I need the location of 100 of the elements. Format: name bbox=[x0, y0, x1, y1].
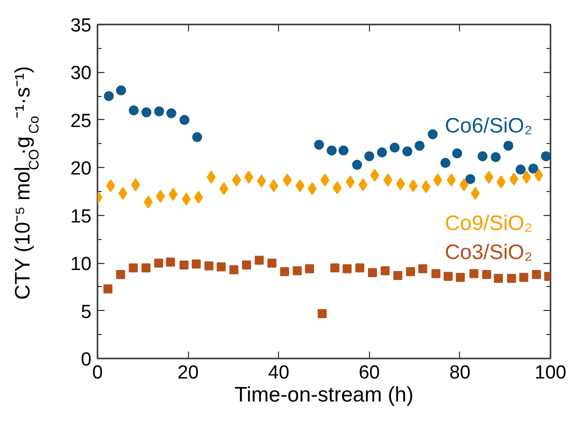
point bbox=[465, 174, 476, 184]
point bbox=[244, 170, 254, 184]
point bbox=[308, 182, 317, 196]
point bbox=[326, 145, 337, 156]
series-label: Co6/SiO₂ bbox=[444, 114, 532, 138]
point bbox=[431, 269, 440, 278]
point bbox=[242, 260, 252, 270]
point bbox=[206, 170, 216, 184]
point bbox=[522, 170, 531, 184]
x-tick-label: 80 bbox=[449, 362, 470, 384]
point bbox=[482, 270, 492, 280]
point bbox=[478, 151, 488, 162]
point bbox=[528, 164, 538, 174]
point bbox=[182, 192, 191, 206]
point bbox=[507, 274, 516, 283]
point bbox=[446, 174, 456, 187]
point bbox=[408, 179, 418, 192]
point bbox=[154, 106, 164, 116]
point bbox=[346, 175, 355, 188]
point bbox=[103, 284, 112, 294]
point bbox=[444, 272, 453, 281]
point bbox=[141, 107, 152, 118]
point bbox=[338, 145, 348, 156]
point bbox=[414, 140, 425, 151]
point bbox=[459, 178, 468, 192]
point bbox=[370, 168, 380, 182]
point bbox=[128, 263, 138, 272]
point bbox=[106, 179, 116, 192]
point bbox=[116, 85, 126, 96]
point bbox=[509, 172, 518, 186]
point bbox=[503, 140, 514, 151]
point bbox=[269, 179, 278, 192]
point bbox=[118, 186, 128, 200]
point bbox=[204, 261, 214, 270]
point bbox=[330, 263, 340, 272]
point bbox=[534, 168, 544, 182]
point bbox=[406, 267, 416, 276]
point bbox=[402, 146, 412, 156]
point bbox=[383, 174, 392, 187]
point bbox=[280, 267, 290, 276]
point bbox=[104, 91, 114, 102]
point bbox=[219, 182, 228, 196]
point bbox=[156, 190, 165, 203]
point bbox=[456, 272, 465, 282]
x-tick-label: 60 bbox=[358, 362, 380, 384]
point bbox=[318, 309, 327, 318]
point bbox=[368, 268, 377, 278]
point bbox=[292, 266, 302, 276]
point bbox=[470, 186, 480, 200]
point bbox=[452, 148, 462, 158]
y-tick-label: 5 bbox=[80, 302, 92, 323]
y-tick-label: 10 bbox=[70, 254, 92, 276]
point bbox=[267, 258, 276, 268]
y-axis-title: CTY (10⁻⁵ molCO·gCo⁻¹·s⁻¹) bbox=[12, 66, 42, 300]
point bbox=[390, 142, 400, 153]
point bbox=[282, 174, 292, 187]
series-label: Co9/SiO₂ bbox=[444, 212, 532, 235]
point bbox=[519, 272, 528, 282]
point bbox=[128, 105, 139, 116]
point bbox=[116, 270, 126, 280]
y-tick-label: 35 bbox=[70, 16, 92, 36]
point bbox=[393, 270, 402, 280]
point bbox=[332, 181, 342, 194]
point bbox=[192, 260, 201, 269]
point bbox=[320, 174, 330, 187]
point bbox=[342, 264, 352, 274]
x-tick-label: 20 bbox=[178, 362, 199, 384]
point bbox=[256, 174, 266, 188]
point bbox=[490, 152, 501, 162]
point bbox=[440, 158, 450, 168]
y-tick-label: 25 bbox=[70, 110, 92, 132]
point bbox=[229, 265, 238, 274]
point bbox=[314, 140, 324, 150]
point bbox=[364, 151, 374, 162]
y-tick-label: 20 bbox=[70, 158, 92, 180]
point bbox=[166, 258, 175, 267]
point bbox=[469, 269, 478, 278]
x-axis-title: Time-on-stream (h) bbox=[234, 384, 414, 406]
point bbox=[295, 179, 304, 192]
x-tick-label: 100 bbox=[534, 362, 566, 384]
point bbox=[358, 178, 368, 192]
point bbox=[168, 188, 178, 201]
y-tick-label: 30 bbox=[70, 63, 92, 84]
point bbox=[396, 177, 406, 190]
point bbox=[355, 263, 364, 272]
point bbox=[540, 151, 550, 162]
point bbox=[194, 190, 204, 204]
point bbox=[484, 170, 494, 184]
y-tick-label: 0 bbox=[80, 350, 92, 370]
point bbox=[144, 195, 153, 208]
point bbox=[496, 175, 506, 188]
point bbox=[376, 147, 387, 158]
point bbox=[532, 270, 541, 280]
y-tick-label: 15 bbox=[70, 206, 92, 228]
point bbox=[352, 160, 362, 170]
point bbox=[131, 178, 140, 192]
point bbox=[305, 264, 314, 274]
point bbox=[232, 174, 242, 187]
point bbox=[428, 129, 438, 140]
point bbox=[141, 263, 150, 272]
